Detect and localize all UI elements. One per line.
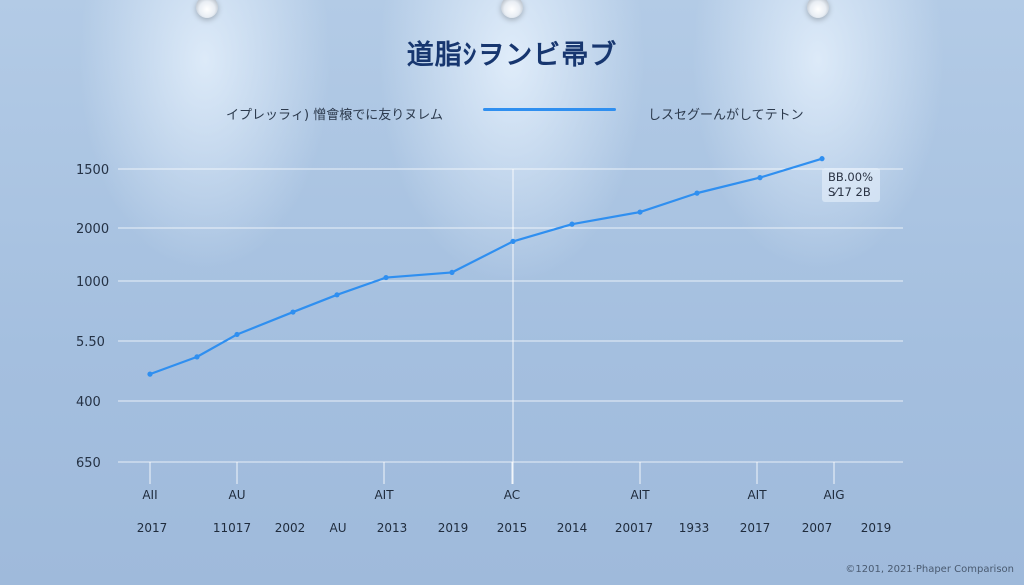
tooltip-line-1: BB.00% <box>828 170 873 184</box>
x-tick-label: AII <box>142 488 157 502</box>
x-tick-label: AC <box>504 488 520 502</box>
x-year-label: 2019 <box>438 521 469 535</box>
x-year-label: AU <box>330 521 347 535</box>
x-year-label: 11017 <box>213 521 251 535</box>
legend-left-label: イプレッラィ) 憎會榱でに友りヌレム <box>226 108 443 123</box>
x-tick-label: AIT <box>747 488 767 502</box>
data-point <box>510 238 516 244</box>
x-tick-label: AIG <box>823 488 844 502</box>
x-year-label: 2002 <box>275 521 306 535</box>
x-year-label: 2007 <box>802 521 833 535</box>
data-point <box>334 292 340 298</box>
data-point <box>637 209 643 215</box>
y-tick-label: 2000 <box>76 222 109 237</box>
x-tick-label: AU <box>229 488 246 502</box>
data-point <box>290 309 296 315</box>
spotlight-lamp-icon <box>807 0 829 18</box>
x-year-label: 2017 <box>740 521 771 535</box>
x-year-label: 2013 <box>377 521 408 535</box>
x-tick-label: AIT <box>374 488 394 502</box>
data-point <box>757 175 763 181</box>
chart-title: 道脂ｼヲンビ帚ブ <box>406 40 618 71</box>
y-tick-label: 1500 <box>76 163 109 178</box>
series-line <box>149 157 823 376</box>
x-year-label: 1933 <box>679 521 710 535</box>
data-point <box>147 371 153 377</box>
legend-right-label: しスセグーんがしてテトン <box>648 108 804 123</box>
x-year-label: 2015 <box>497 521 528 535</box>
footer-caption: ©1201, 2021·Phaper Comparison <box>845 564 1014 575</box>
tooltip-line-2: S⁄17 2B <box>828 185 871 199</box>
value-tooltip: BB.00% S⁄17 2B <box>822 168 880 202</box>
y-tick-label: 400 <box>76 395 101 410</box>
x-year-label: 20017 <box>615 521 653 535</box>
x-tick-label: AIT <box>630 488 650 502</box>
data-point <box>383 274 389 281</box>
x-year-label: 2017 <box>137 521 168 535</box>
data-point <box>569 221 575 227</box>
data-point <box>819 156 825 162</box>
data-point <box>194 354 200 360</box>
data-point <box>234 331 240 338</box>
x-year-label: 2019 <box>861 521 892 535</box>
y-tick-label: 650 <box>76 456 101 471</box>
y-tick-label: 5.50 <box>76 335 105 350</box>
spotlight-lamp-icon <box>501 0 523 18</box>
data-point <box>694 190 700 196</box>
y-tick-label: 1000 <box>76 275 109 290</box>
spotlight-lamp-icon <box>196 0 218 18</box>
data-point <box>449 269 455 276</box>
x-year-label: 2014 <box>557 521 588 535</box>
legend-series-swatch <box>483 108 616 111</box>
